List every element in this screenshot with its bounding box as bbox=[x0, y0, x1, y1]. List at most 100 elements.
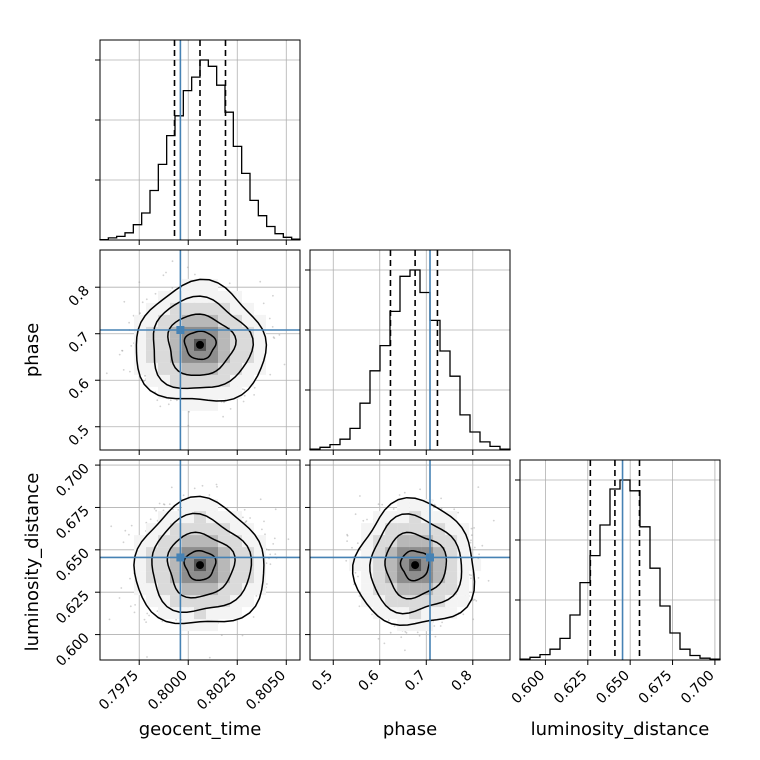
density-cell-phase-luminosity_distance-0 bbox=[445, 595, 458, 608]
sample-point-geocent_time-phase-444 bbox=[138, 281, 141, 284]
sample-point-phase-luminosity_distance-1319 bbox=[377, 637, 380, 640]
sample-point-geocent_time-phase-261 bbox=[223, 401, 225, 404]
sample-point-geocent_time-phase-1206 bbox=[271, 326, 274, 328]
density-cell-phase-luminosity_distance-1 bbox=[445, 547, 458, 560]
sample-point-geocent_time-phase-978 bbox=[269, 373, 272, 376]
density-cell-phase-luminosity_distance-1 bbox=[373, 583, 386, 596]
density-cell-phase-luminosity_distance-1 bbox=[433, 583, 446, 596]
sample-point-phase-luminosity_distance-758 bbox=[473, 546, 476, 549]
sample-point-geocent_time-phase-1195 bbox=[169, 399, 172, 402]
density-cell-phase-luminosity_distance-0 bbox=[373, 607, 386, 620]
density-cell-geocent_time-phase-1 bbox=[194, 302, 206, 315]
sample-point-geocent_time-phase-196 bbox=[272, 294, 274, 297]
density-cell-geocent_time-phase-1 bbox=[146, 326, 158, 339]
sample-point-geocent_time-phase-53 bbox=[143, 374, 146, 377]
density-cell-geocent_time-phase-2 bbox=[170, 350, 182, 363]
sample-point-phase-luminosity_distance-1172 bbox=[453, 508, 456, 511]
sample-point-geocent_time-luminosity_distance-1146 bbox=[216, 485, 218, 488]
density-cell-phase-luminosity_distance-2 bbox=[409, 535, 422, 548]
sample-point-geocent_time-phase-1260 bbox=[167, 403, 170, 406]
sample-point-phase-luminosity_distance-1078 bbox=[419, 488, 421, 491]
contour-geocent_time-phase-2 bbox=[167, 313, 237, 377]
sample-point-phase-luminosity_distance-489 bbox=[371, 613, 373, 616]
sample-point-geocent_time-luminosity_distance-747 bbox=[274, 553, 277, 555]
sample-point-geocent_time-phase-189 bbox=[171, 287, 174, 289]
density-cell-geocent_time-phase-0 bbox=[158, 290, 170, 303]
sample-point-phase-luminosity_distance-263 bbox=[472, 618, 475, 621]
density-cell-geocent_time-phase-0 bbox=[194, 386, 206, 399]
density-cell-geocent_time-phase-0 bbox=[158, 302, 170, 315]
sample-point-phase-luminosity_distance-223 bbox=[457, 511, 459, 514]
density-cell-geocent_time-phase-3 bbox=[206, 338, 218, 351]
sample-point-geocent_time-phase-418 bbox=[128, 321, 131, 324]
sample-point-geocent_time-phase-1002 bbox=[186, 266, 189, 269]
density-cell-geocent_time-phase-0 bbox=[206, 386, 218, 399]
sample-point-geocent_time-luminosity_distance-794 bbox=[245, 520, 247, 523]
density-cell-phase-luminosity_distance-1 bbox=[409, 523, 422, 536]
density-cell-phase-luminosity_distance-1 bbox=[445, 559, 458, 572]
density-cell-phase-luminosity_distance-0 bbox=[361, 595, 374, 608]
density-cell-phase-luminosity_distance-2 bbox=[397, 583, 410, 596]
density-cell-geocent_time-luminosity_distance-0 bbox=[134, 571, 146, 584]
density-cell-geocent_time-phase-3 bbox=[194, 326, 206, 339]
sample-point-geocent_time-luminosity_distance-711 bbox=[146, 656, 148, 658]
panel-frame-geocent_time-phase bbox=[99, 249, 301, 451]
density-cell-geocent_time-luminosity_distance-0 bbox=[218, 607, 230, 620]
sample-point-geocent_time-luminosity_distance-1274 bbox=[168, 503, 171, 505]
density-cell-geocent_time-phase-1 bbox=[206, 302, 218, 315]
sample-point-phase-luminosity_distance-540 bbox=[346, 540, 348, 542]
sample-point-geocent_time-phase-1223 bbox=[229, 408, 232, 410]
sample-point-geocent_time-luminosity_distance-18 bbox=[127, 533, 130, 536]
density-cell-geocent_time-luminosity_distance-3 bbox=[206, 559, 218, 572]
density-cell-phase-luminosity_distance-0 bbox=[457, 595, 470, 608]
density-cell-geocent_time-luminosity_distance-0 bbox=[242, 595, 254, 608]
sample-point-phase-luminosity_distance-586 bbox=[416, 631, 419, 634]
density-cell-phase-luminosity_distance-1 bbox=[373, 547, 386, 560]
density-cell-phase-luminosity_distance-2 bbox=[409, 583, 422, 596]
density-cell-geocent_time-phase-1 bbox=[182, 374, 194, 387]
density-group-geocent_time-luminosity_distance bbox=[108, 483, 290, 659]
density-cell-geocent_time-luminosity_distance-1 bbox=[230, 547, 242, 560]
density-cell-geocent_time-phase-1 bbox=[158, 362, 170, 375]
x-tick-label-geocent_time-2: 0.8025 bbox=[194, 668, 240, 714]
density-cell-geocent_time-luminosity_distance-0 bbox=[206, 607, 218, 620]
density-cell-phase-luminosity_distance-2 bbox=[433, 547, 446, 560]
density-cell-phase-luminosity_distance-0 bbox=[457, 559, 470, 572]
density-cell-geocent_time-phase-1 bbox=[158, 314, 170, 327]
density-cell-geocent_time-luminosity_distance-0 bbox=[182, 511, 194, 524]
sample-point-phase-luminosity_distance-20 bbox=[405, 631, 408, 634]
density-cell-geocent_time-luminosity_distance-3 bbox=[182, 547, 194, 560]
density-cell-geocent_time-phase-0 bbox=[194, 398, 206, 411]
y-tick-label-phase-1: 0.6 bbox=[66, 376, 93, 403]
density-group-phase-luminosity_distance bbox=[345, 486, 495, 652]
density-cell-phase-luminosity_distance-0 bbox=[361, 547, 374, 560]
density-cell-phase-luminosity_distance-0 bbox=[421, 607, 434, 620]
density-cell-geocent_time-luminosity_distance-2 bbox=[194, 535, 206, 548]
density-cell-geocent_time-phase-1 bbox=[242, 338, 254, 351]
density-cell-geocent_time-luminosity_distance-0 bbox=[134, 583, 146, 596]
sample-point-geocent_time-luminosity_distance-1238 bbox=[268, 549, 270, 551]
density-cell-geocent_time-phase-1 bbox=[158, 350, 170, 363]
density-cell-geocent_time-luminosity_distance-2 bbox=[194, 583, 206, 596]
frames-layer bbox=[99, 39, 721, 661]
sample-point-phase-luminosity_distance-232 bbox=[478, 553, 480, 556]
density-cell-geocent_time-luminosity_distance-0 bbox=[230, 523, 242, 536]
density-cell-geocent_time-phase-0 bbox=[182, 386, 194, 399]
density-cell-geocent_time-luminosity_distance-0 bbox=[146, 583, 158, 596]
sample-point-geocent_time-phase-175 bbox=[105, 372, 108, 375]
density-cell-geocent_time-luminosity_distance-0 bbox=[134, 559, 146, 572]
density-cell-geocent_time-phase-1 bbox=[230, 362, 242, 375]
sample-point-phase-luminosity_distance-274 bbox=[345, 559, 348, 562]
sample-point-geocent_time-phase-659 bbox=[194, 273, 196, 276]
density-cell-geocent_time-luminosity_distance-3 bbox=[194, 571, 206, 584]
density-cell-phase-luminosity_distance-2 bbox=[385, 559, 398, 572]
y-tick-label-luminosity_distance-0: 0.600 bbox=[53, 630, 93, 670]
sample-point-phase-luminosity_distance-272 bbox=[433, 625, 436, 627]
sample-point-phase-luminosity_distance-416 bbox=[357, 575, 359, 578]
contour-phase-luminosity_distance-3 bbox=[399, 550, 431, 582]
density-cell-geocent_time-luminosity_distance-0 bbox=[182, 619, 194, 632]
marks-layer bbox=[99, 40, 721, 660]
density-cell-geocent_time-phase-1 bbox=[158, 338, 170, 351]
contour-geocent_time-luminosity_distance-2 bbox=[166, 531, 236, 599]
density-cell-geocent_time-phase-0 bbox=[254, 350, 266, 363]
